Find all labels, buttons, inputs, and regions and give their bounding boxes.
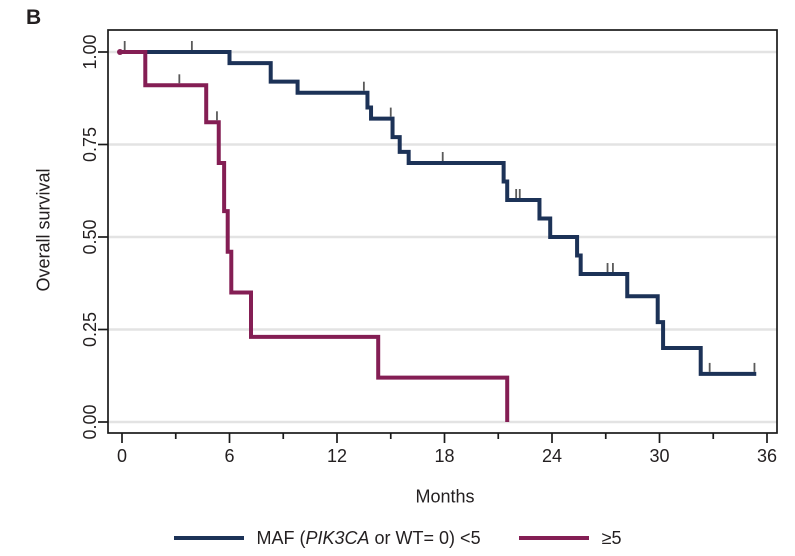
y-axis-title: Overall survival — [33, 168, 54, 292]
x-tick-label: 6 — [224, 446, 234, 466]
x-tick-label: 30 — [649, 446, 669, 466]
y-tick-label: 0.75 — [80, 127, 100, 162]
legend-label-ge5: ≥5 — [601, 527, 622, 548]
km-curve-maroon — [122, 50, 510, 422]
y-tick-label: 0.25 — [80, 312, 100, 347]
legend: MAF (PIK3CA or WT= 0) <5 ≥5 — [0, 524, 795, 552]
x-tick-label: 18 — [434, 446, 454, 466]
x-tick-label: 24 — [542, 446, 562, 466]
legend-label-maf-lt5: MAF (PIK3CA or WT= 0) <5 — [256, 527, 481, 548]
legend-item-ge5: ≥5 — [518, 527, 622, 549]
plot-border — [107, 29, 778, 434]
km-curve-navy — [122, 50, 757, 376]
maroon-curve-start-dot — [117, 49, 123, 55]
legend-swatch-navy — [173, 536, 244, 540]
y-tick-label: 0.00 — [80, 404, 100, 439]
x-tick-label: 12 — [327, 446, 347, 466]
x-tick-label: 36 — [757, 446, 777, 466]
x-tick-label: 0 — [117, 446, 127, 466]
y-tick-label: 0.50 — [80, 219, 100, 254]
legend-item-maf-lt5: MAF (PIK3CA or WT= 0) <5 — [173, 527, 481, 549]
x-axis-title: Months — [415, 486, 475, 507]
legend-swatch-maroon — [518, 536, 589, 540]
panel-label: B — [26, 6, 42, 29]
y-tick-label: 1.00 — [80, 34, 100, 69]
